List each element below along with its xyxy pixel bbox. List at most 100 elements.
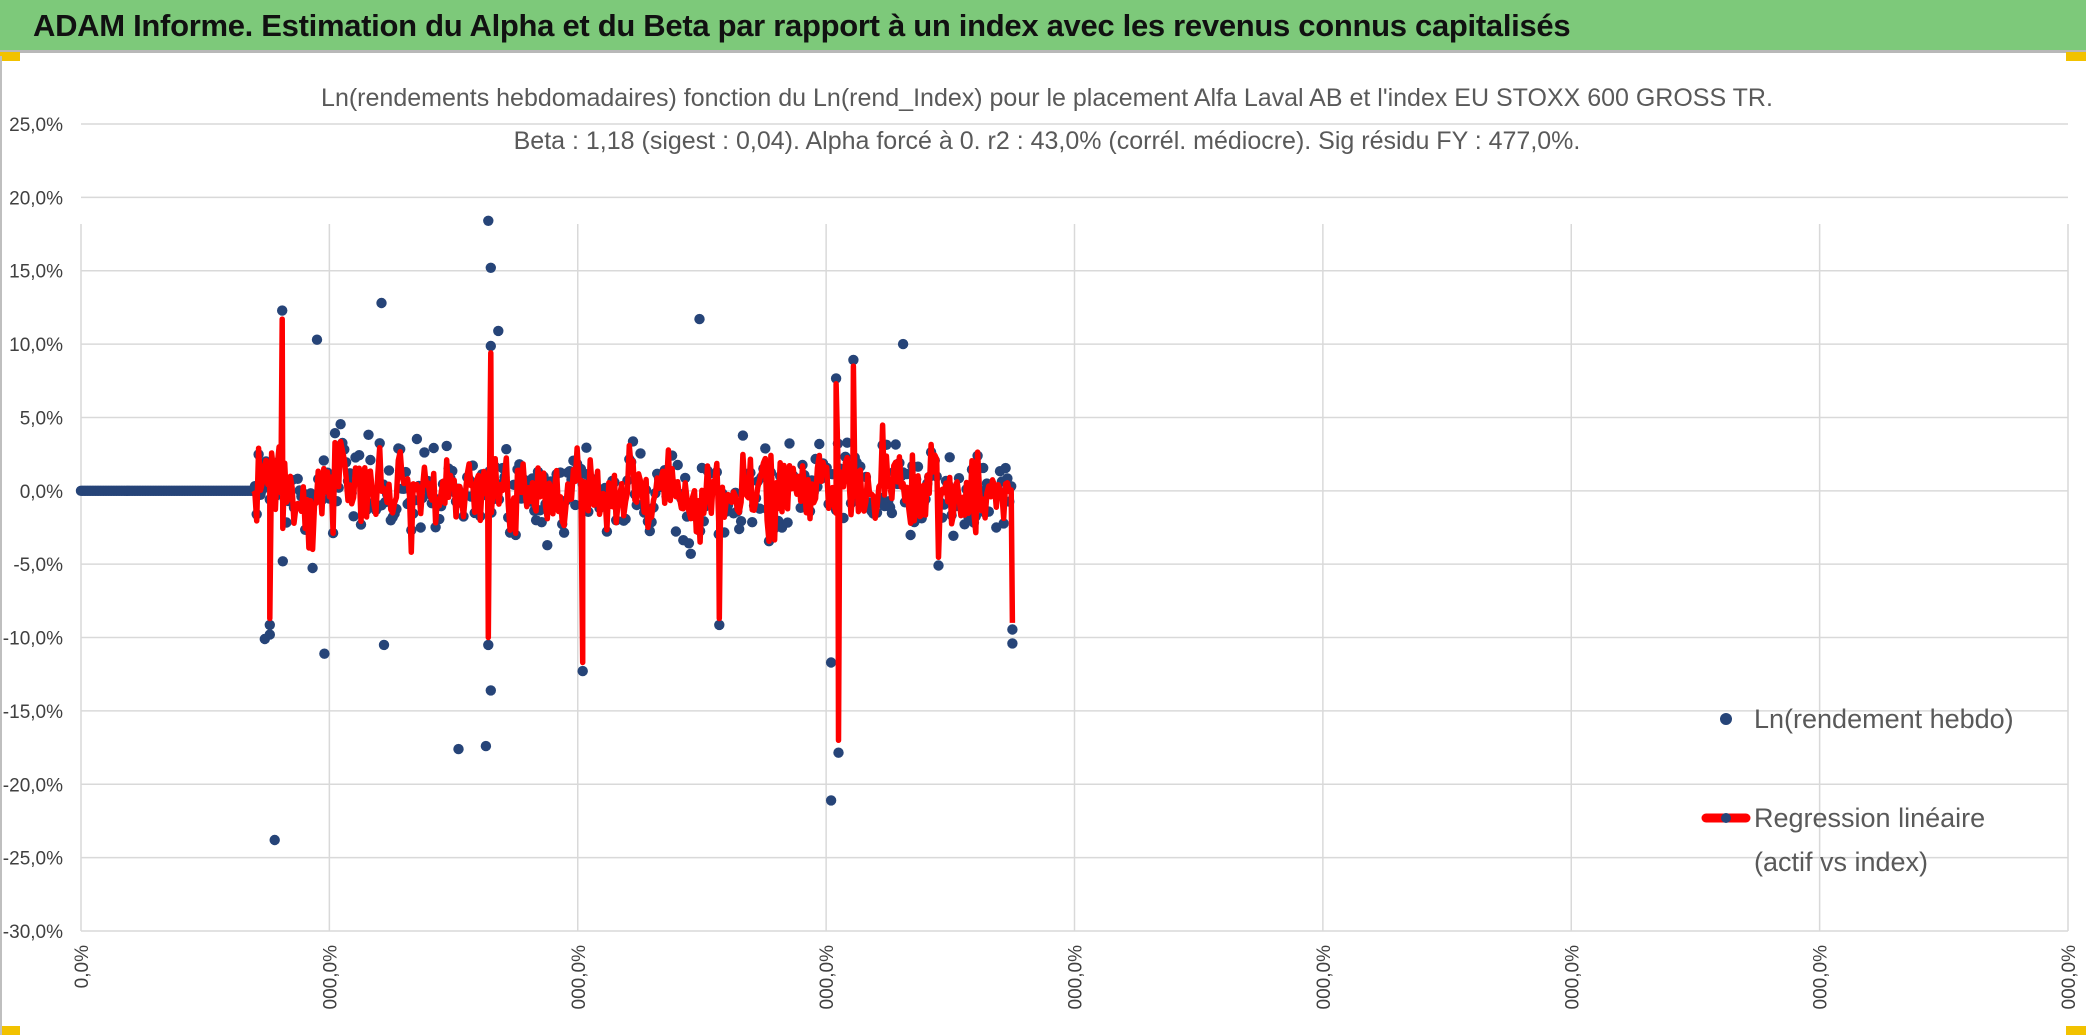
y-tick-label: -25,0% xyxy=(3,849,63,870)
data-point xyxy=(581,442,592,453)
data-point xyxy=(558,527,570,538)
data-point xyxy=(277,556,288,567)
data-point xyxy=(269,834,280,846)
x-tick-label: 000,0% xyxy=(1562,945,1583,1010)
data-point xyxy=(933,560,944,571)
data-point xyxy=(363,429,374,440)
data-point xyxy=(747,517,758,528)
legend-marker-dot xyxy=(1720,713,1732,725)
x-tick-label: 000,0% xyxy=(569,945,590,1010)
data-point xyxy=(825,795,837,806)
report-title: ADAM Informe. Estimation du Alpha et du … xyxy=(33,8,1571,43)
chart-gridlines xyxy=(80,123,2069,932)
data-point xyxy=(737,430,749,441)
data-point xyxy=(485,262,496,273)
y-tick-label: -30,0% xyxy=(3,922,63,943)
data-point xyxy=(842,437,853,448)
y-tick-label: 25,0% xyxy=(9,115,63,136)
y-tick-label: -10,0% xyxy=(3,629,63,650)
data-point xyxy=(680,472,691,484)
data-point xyxy=(383,465,395,476)
corner-marker xyxy=(2066,52,2086,61)
data-point xyxy=(264,629,275,640)
data-point xyxy=(890,439,901,450)
data-point xyxy=(428,442,439,454)
y-tick-label: -15,0% xyxy=(3,702,63,723)
scatter-chart: Ln(rendements hebdomadaires) fonction du… xyxy=(3,84,2080,1010)
data-point xyxy=(905,529,916,541)
data-point xyxy=(277,305,288,316)
data-point xyxy=(735,516,747,527)
data-point xyxy=(453,743,464,755)
data-point xyxy=(998,518,1009,529)
data-point xyxy=(378,639,390,651)
data-point xyxy=(441,440,452,452)
data-point xyxy=(782,517,793,528)
data-point xyxy=(485,340,496,352)
data-point xyxy=(1000,462,1011,474)
data-point xyxy=(734,523,745,535)
data-point xyxy=(683,538,695,549)
data-point xyxy=(311,334,323,345)
data-point xyxy=(483,215,494,226)
corner-marker xyxy=(2066,1026,2086,1035)
data-point xyxy=(415,522,426,533)
chart-legend: Ln(rendement hebdo) Regression linéaire … xyxy=(1701,704,2014,877)
x-tick-label: 0,0% xyxy=(72,945,93,988)
scatter-points xyxy=(75,215,1018,846)
y-tick-label: 5,0% xyxy=(20,408,63,429)
data-point xyxy=(672,459,683,471)
x-tick-label: 000,0% xyxy=(1314,945,1335,1010)
data-point xyxy=(685,548,696,559)
data-point xyxy=(365,454,376,466)
regression-line xyxy=(251,316,1016,744)
data-point xyxy=(411,433,423,445)
data-point xyxy=(784,438,795,449)
data-point xyxy=(577,665,588,677)
data-point xyxy=(897,338,909,350)
data-point xyxy=(760,443,771,454)
data-point xyxy=(348,511,359,522)
data-point xyxy=(1002,473,1013,484)
data-point xyxy=(833,747,844,758)
corner-marker xyxy=(0,52,20,61)
corner-marker xyxy=(0,1026,20,1035)
data-point xyxy=(430,522,441,533)
data-point xyxy=(501,444,512,455)
x-axis-ticks: 0,0% 000,0% 000,0% 000,0% 000,0% 000,0% 000,0%… xyxy=(72,945,2080,1010)
chart-area: Ln(rendements hebdomadaires) fonction du… xyxy=(0,56,2086,1035)
legend-label-markers: Ln(rendement hebdo) xyxy=(1754,704,2014,734)
data-point xyxy=(825,657,837,668)
data-point xyxy=(292,473,303,484)
data-point xyxy=(670,526,682,537)
regression-line-path xyxy=(251,316,1016,744)
data-point xyxy=(944,452,955,463)
data-point xyxy=(694,313,705,325)
y-axis-ticks: 25,0% 20,0% 15,0% 10,0% 5,0% 0,0% -5,0% -10,0% -… xyxy=(3,115,63,943)
data-point xyxy=(542,540,553,551)
y-tick-label: -5,0% xyxy=(13,555,63,576)
data-point xyxy=(483,639,494,651)
y-tick-label: 15,0% xyxy=(9,262,63,283)
y-tick-label: 0,0% xyxy=(20,482,63,503)
data-point xyxy=(536,517,547,528)
y-tick-label: 10,0% xyxy=(9,335,63,356)
data-point xyxy=(848,354,859,366)
data-point xyxy=(493,325,504,337)
data-point xyxy=(886,507,898,519)
x-tick-label: 000,0% xyxy=(817,945,838,1010)
data-point xyxy=(419,447,430,458)
x-tick-label: 000,0% xyxy=(1066,945,1087,1010)
data-point xyxy=(714,619,725,631)
data-point xyxy=(307,562,318,574)
data-point xyxy=(376,297,387,309)
legend-marker-line-dot xyxy=(1721,813,1731,823)
data-point xyxy=(635,448,646,459)
data-point xyxy=(318,455,329,466)
legend-label-regression-line2: (actif vs index) xyxy=(1754,847,1928,877)
data-point xyxy=(485,685,496,696)
data-point xyxy=(374,438,385,449)
data-point xyxy=(264,619,275,631)
x-tick-label: 000,0% xyxy=(320,945,341,1010)
y-tick-label: -20,0% xyxy=(3,775,63,796)
